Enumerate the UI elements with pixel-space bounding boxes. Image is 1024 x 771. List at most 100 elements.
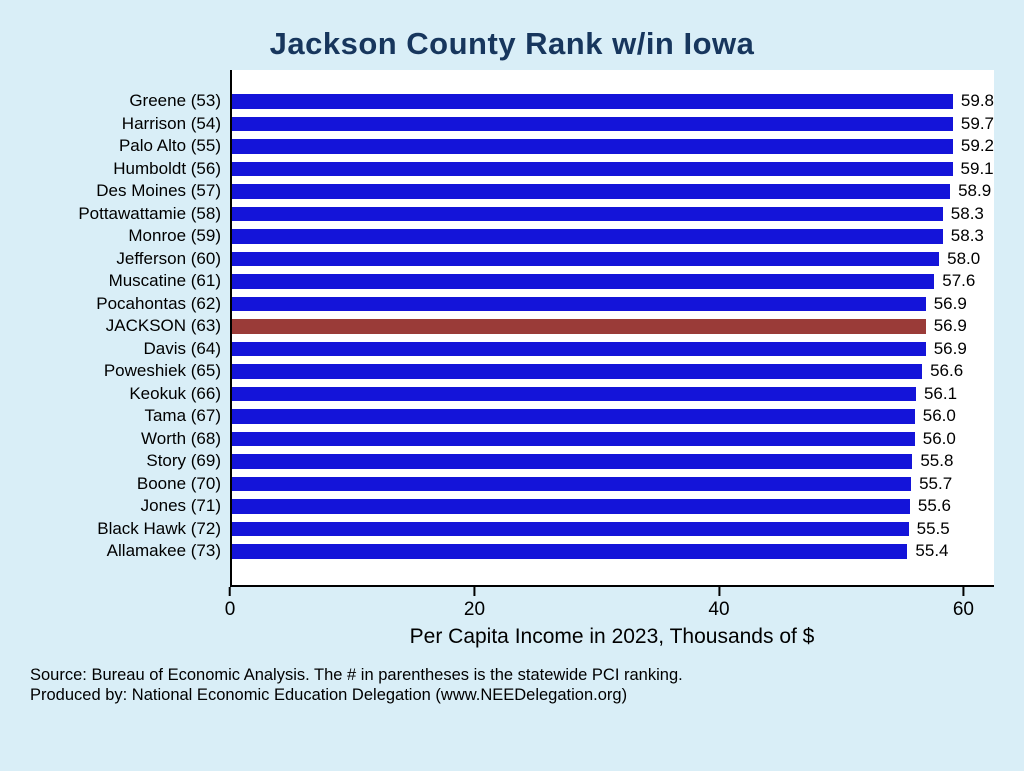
chart-row: Black Hawk (72) 55.5 (30, 518, 994, 541)
chart-row: Des Moines (57) 58.9 (30, 180, 994, 203)
chart-row: Tama (67) 56.0 (30, 405, 994, 428)
chart-title: Jackson County Rank w/in Iowa (269, 26, 755, 61)
chart-row: Pottawattamie (58) 58.3 (30, 203, 994, 226)
bar-zone: 59.2 (230, 135, 994, 158)
category-label: Pocahontas (62) (96, 293, 221, 313)
category-label: Palo Alto (55) (118, 136, 221, 156)
category-label: Pottawattamie (58) (78, 203, 221, 223)
bar-zone: 58.3 (230, 203, 994, 226)
bar-zone: 59.8 (230, 90, 994, 113)
chart: Greene (53) 59.8 Harrison (54) 59.7 Palo Alt… (30, 70, 994, 649)
bar (232, 364, 923, 379)
bar-zone: 55.5 (230, 518, 994, 541)
bar (232, 386, 916, 401)
bar-zone: 56.9 (230, 338, 994, 361)
chart-row: Greene (53) 59.8 (30, 90, 994, 113)
x-tick: 0 (225, 586, 235, 621)
category-label: Monroe (59) (128, 226, 221, 246)
chart-row: Muscatine (61) 57.6 (30, 270, 994, 293)
bar (232, 274, 935, 289)
category-label: Jones (71) (140, 496, 221, 516)
bar-zone: 59.7 (230, 113, 994, 136)
chart-row: JACKSON (63) 56.9 (30, 315, 994, 338)
category-label: JACKSON (63) (105, 316, 221, 336)
bar (232, 341, 926, 356)
chart-row: Story (69) 55.8 (30, 450, 994, 473)
bar (232, 454, 913, 469)
bar-zone: 55.8 (230, 450, 994, 473)
x-tick-label: 20 (463, 598, 486, 620)
bar-value-label: 56.0 (922, 428, 956, 448)
bar (232, 184, 951, 199)
category-label: Worth (68) (141, 428, 221, 448)
category-label: Poweshiek (65) (103, 361, 221, 381)
category-label: Tama (67) (144, 406, 221, 426)
bar-value-label: 56.9 (933, 316, 967, 336)
bar-zone: 58.9 (230, 180, 994, 203)
chart-row: Keokuk (66) 56.1 (30, 383, 994, 406)
bar-zone: 57.6 (230, 270, 994, 293)
bar-jackson-highlight (232, 319, 926, 334)
bar-zone: 55.6 (230, 495, 994, 518)
chart-row: Jones (71) 55.6 (30, 495, 994, 518)
category-label: Des Moines (57) (96, 181, 221, 201)
bar-value-label: 58.3 (950, 226, 984, 246)
source-line: Source: Bureau of Economic Analysis. The… (30, 665, 683, 684)
chart-row: Allamakee (73) 55.4 (30, 540, 994, 563)
bar (232, 544, 908, 559)
x-axis-ticks: 0 20 40 60 (225, 586, 994, 627)
plot-area: Greene (53) 59.8 Harrison (54) 59.7 Palo Alt… (30, 70, 994, 587)
bar (232, 94, 953, 109)
bar-value-label: 56.9 (933, 293, 967, 313)
x-tick: 60 (952, 586, 975, 621)
category-label: Humboldt (56) (113, 158, 221, 178)
bar (232, 296, 926, 311)
bar (232, 251, 940, 266)
x-tick-mark (962, 586, 965, 596)
bar (232, 206, 943, 221)
category-label: Black Hawk (72) (97, 518, 221, 538)
chart-row: Boone (70) 55.7 (30, 473, 994, 496)
chart-row: Pocahontas (62) 56.9 (30, 293, 994, 316)
chart-row: Jefferson (60) 58.0 (30, 248, 994, 271)
x-axis-title: Per Capita Income in 2023, Thousands of … (409, 624, 815, 648)
category-label: Harrison (54) (121, 113, 221, 133)
chart-row: Palo Alto (55) 59.2 (30, 135, 994, 158)
bar (232, 161, 953, 176)
category-label: Story (69) (146, 451, 221, 471)
x-tick-mark (228, 586, 231, 596)
bar-zone: 55.4 (230, 540, 994, 563)
bar-zone: 55.7 (230, 473, 994, 496)
chart-row: Davis (64) 56.9 (30, 338, 994, 361)
produced-by-line: Produced by: National Economic Education… (30, 686, 628, 705)
x-tick-mark (717, 586, 720, 596)
bar-value-label: 56.9 (933, 338, 967, 358)
bar-zone: 58.3 (230, 225, 994, 248)
bar-zone: 58.0 (230, 248, 994, 271)
bar-value-label: 55.4 (915, 541, 949, 561)
category-label: Greene (53) (129, 91, 221, 111)
x-tick: 20 (463, 586, 486, 621)
bar (232, 521, 909, 536)
bar (232, 229, 943, 244)
bar-zone: 59.1 (230, 158, 994, 181)
bar (232, 476, 912, 491)
chart-row: Poweshiek (65) 56.6 (30, 360, 994, 383)
category-label: Davis (64) (143, 338, 221, 358)
bar (232, 409, 915, 424)
source-note: Source: Bureau of Economic Analysis. The… (30, 665, 1024, 706)
bar-value-label: 59.7 (960, 113, 994, 133)
x-tick-label: 60 (952, 598, 975, 620)
chart-row: Humboldt (56) 59.1 (30, 158, 994, 181)
bar-value-label: 56.0 (922, 406, 956, 426)
bar-zone: 56.0 (230, 428, 994, 451)
bar (232, 499, 910, 514)
bar-value-label: 58.3 (950, 203, 984, 223)
chart-rows: Greene (53) 59.8 Harrison (54) 59.7 Palo Alt… (30, 70, 994, 587)
bar-value-label: 55.5 (916, 518, 950, 538)
bar-zone: 56.9 (230, 315, 994, 338)
bar-value-label: 58.0 (947, 248, 981, 268)
bar (232, 116, 953, 131)
x-tick: 40 (708, 586, 730, 621)
bar-value-label: 56.1 (923, 383, 958, 403)
